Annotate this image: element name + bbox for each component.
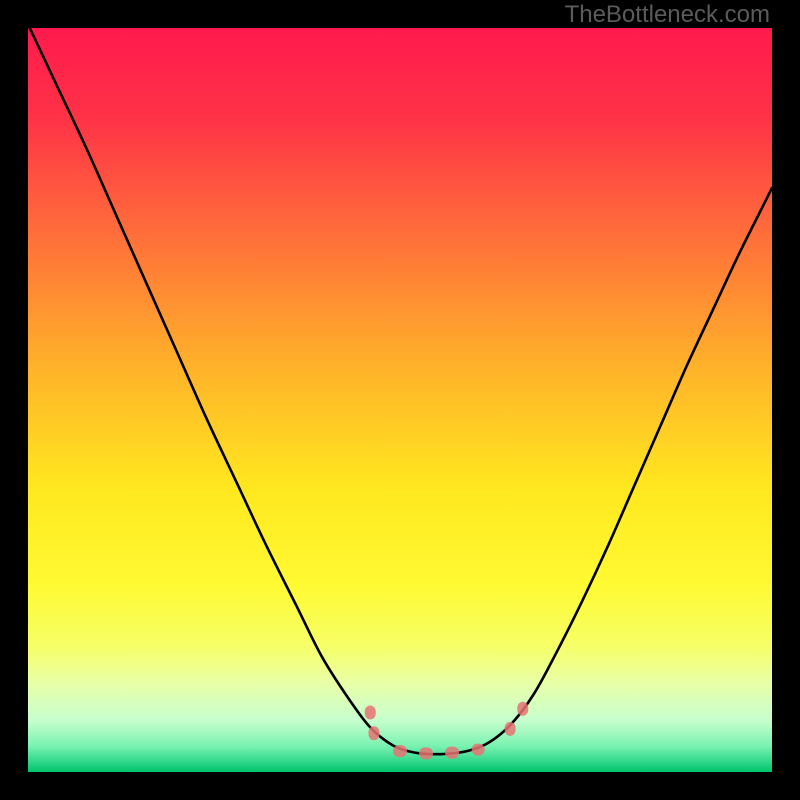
- curve-marker: [393, 745, 407, 757]
- curve-marker: [368, 726, 379, 740]
- watermark-text: TheBottleneck.com: [565, 1, 770, 28]
- curve-marker: [365, 705, 376, 719]
- chart-svg: TheBottleneck.com: [0, 0, 800, 800]
- curve-marker: [505, 722, 516, 736]
- plot-area: [28, 28, 772, 772]
- curve-marker: [445, 747, 459, 759]
- curve-marker: [472, 744, 485, 756]
- curve-marker: [419, 747, 433, 759]
- curve-marker: [517, 702, 528, 716]
- bottleneck-chart: TheBottleneck.com: [0, 0, 800, 800]
